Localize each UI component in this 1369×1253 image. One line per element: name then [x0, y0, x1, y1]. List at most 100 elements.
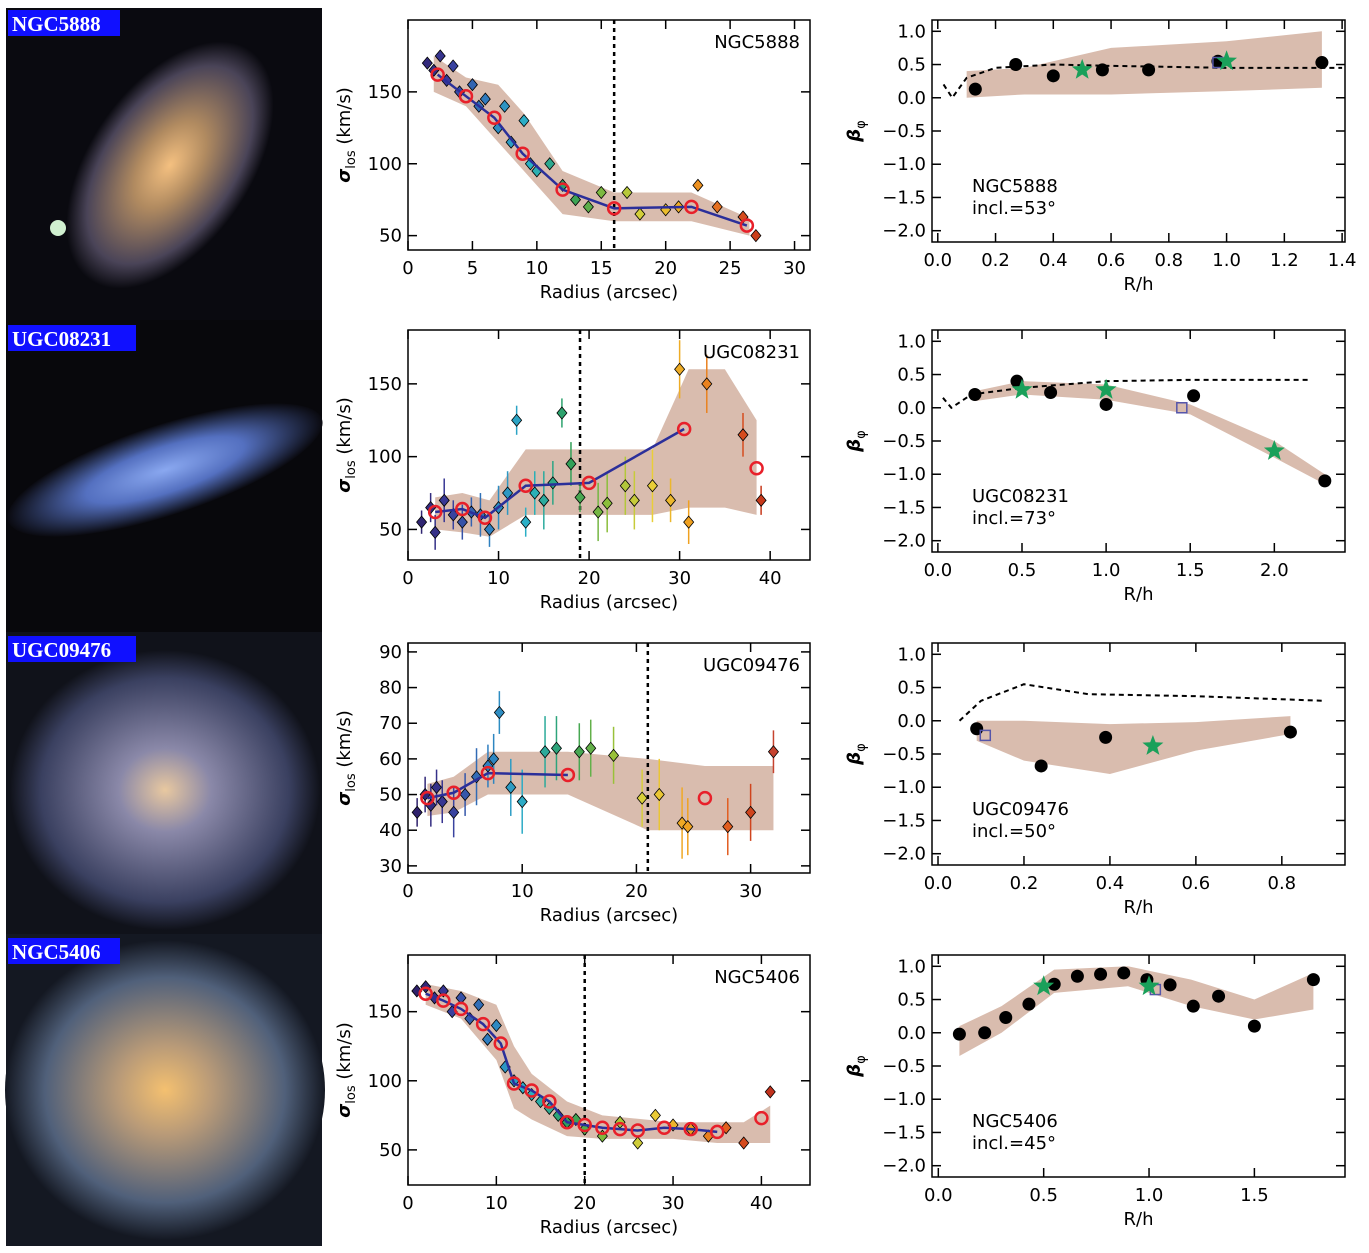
plot-area — [958, 683, 1325, 774]
y-tick-label: −1.5 — [882, 810, 926, 831]
y-tick-label: 0.5 — [897, 365, 926, 386]
data-point — [411, 805, 423, 820]
x-axis-label: R/h — [1124, 584, 1154, 605]
annotation: UGC08231 — [972, 486, 1069, 507]
plot-frame — [407, 642, 811, 874]
y-tick-label: 50 — [379, 519, 402, 540]
x-tick-label: 1.2 — [1270, 250, 1299, 271]
y-tick-label: 90 — [379, 642, 402, 663]
beta-point — [952, 1027, 966, 1041]
binned-point — [506, 1076, 522, 1091]
binned-point — [477, 510, 493, 526]
beta-point — [999, 1010, 1013, 1024]
y-tick-label: −0.5 — [882, 744, 926, 765]
y-tick-label: −0.5 — [882, 431, 926, 452]
x-axis-label: R/h — [1124, 897, 1154, 918]
plot-area — [421, 20, 762, 250]
image-label: UGC09476 — [12, 638, 111, 662]
y-axis-label: σlos (km/s) — [334, 710, 359, 806]
beta-point — [1117, 966, 1131, 980]
data-point — [665, 493, 677, 507]
data-point — [653, 787, 665, 802]
beta-star — [1071, 58, 1093, 79]
x-tick-label: 0.0 — [924, 1185, 953, 1206]
y-axis-symbol: σ — [334, 791, 355, 806]
beta-point — [1034, 759, 1048, 773]
data-point — [682, 820, 694, 834]
panel: 0 5 10 15 20 25 30 50 100 150 Radius (arcsec) σlos … — [334, 19, 811, 303]
x-tick-label: 0.4 — [1039, 250, 1068, 271]
beta-point — [1212, 989, 1226, 1003]
data-point — [573, 745, 585, 759]
y-tick-label: −2.0 — [882, 1156, 926, 1177]
data-point — [569, 193, 582, 207]
profile-line — [427, 771, 568, 800]
data-point — [582, 200, 594, 214]
binned-point — [430, 67, 445, 82]
data-point — [608, 748, 620, 762]
data-point — [448, 805, 460, 820]
x-tick-label: 0 — [402, 881, 413, 902]
y-tick-label: 150 — [368, 82, 402, 103]
beta-point — [1070, 969, 1084, 983]
panel: 0 10 20 30 30 40 50 60 70 80 90 Radius (arcsec) σlos… — [334, 642, 811, 926]
y-tick-label: 1.0 — [897, 21, 926, 42]
x-tick-label: 1.5 — [1176, 560, 1205, 581]
beta-point — [978, 1026, 992, 1040]
x-tick-label: 10 — [485, 1193, 508, 1214]
y-tick-label: −2.0 — [882, 531, 926, 552]
binned-point — [446, 785, 461, 801]
x-tick-label: 30 — [668, 568, 691, 589]
beta-star — [1138, 975, 1160, 996]
beta-point — [1094, 967, 1108, 981]
binned-point — [612, 1121, 628, 1137]
data-point — [683, 515, 695, 529]
y-tick-label: 30 — [379, 856, 402, 877]
data-point — [483, 522, 496, 537]
binned-point — [475, 1016, 491, 1032]
x-tick-label: 0.0 — [923, 250, 952, 271]
beta-point — [1099, 397, 1113, 411]
image-label: UGC08231 — [12, 327, 111, 351]
data-point — [574, 490, 586, 505]
binned-point — [581, 475, 597, 491]
y-tick-label: −1.0 — [882, 154, 926, 175]
y-tick-label: 1.0 — [897, 644, 926, 665]
beta-point — [970, 722, 984, 736]
x-tick-label: 30 — [662, 1193, 685, 1214]
y-axis-unit: (km/s) — [334, 397, 355, 460]
binned-point — [455, 501, 470, 517]
x-tick-label: 1.4 — [1328, 250, 1357, 271]
x-tick-label: 40 — [750, 1193, 773, 1214]
data-point — [592, 505, 604, 519]
y-tick-label: 0.0 — [897, 88, 926, 109]
data-point — [436, 795, 448, 809]
data-point — [595, 185, 607, 200]
binned-point — [684, 199, 699, 215]
data-point — [556, 406, 568, 420]
model-band — [974, 381, 1325, 485]
image-label: NGC5888 — [12, 12, 101, 36]
y-tick-label: 50 — [379, 226, 402, 247]
x-tick-label: 5 — [467, 258, 478, 279]
y-axis-label: βφ — [844, 743, 869, 765]
beta-star — [1095, 378, 1117, 399]
data-point — [674, 362, 686, 376]
data-point — [493, 705, 505, 720]
data-point — [473, 998, 485, 1012]
x-tick-label: 2.0 — [1260, 560, 1289, 581]
y-tick-label: −2.0 — [882, 221, 926, 242]
binned-point — [656, 1120, 672, 1136]
x-tick-label: 15 — [590, 258, 613, 279]
data-point — [421, 56, 433, 70]
x-tick-label: 20 — [573, 1193, 596, 1214]
panel: 0.0 0.2 0.4 0.6 0.8 −2.0 −1.5 −1.0 −0.5 0.0 0.5 1.0… — [844, 642, 1346, 918]
y-axis-subscript: φ — [854, 743, 869, 752]
data-point — [585, 741, 597, 755]
y-axis-label: σlos (km/s) — [334, 87, 359, 183]
binned-point — [524, 1083, 539, 1098]
binned-point — [427, 504, 443, 520]
x-tick-label: 20 — [654, 258, 677, 279]
data-point — [518, 114, 530, 128]
data-point — [434, 49, 446, 63]
